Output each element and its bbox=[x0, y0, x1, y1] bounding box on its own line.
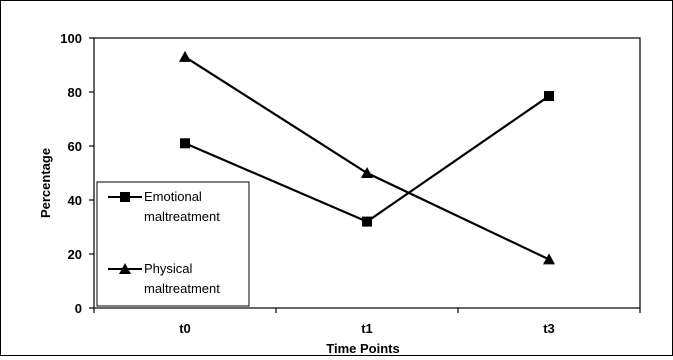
legend-box bbox=[96, 181, 250, 307]
data-point-physical bbox=[543, 253, 555, 265]
series-layer bbox=[179, 50, 555, 265]
x-axis-title: Time Points bbox=[326, 341, 399, 355]
legend-marker-physical bbox=[119, 263, 131, 274]
y-tick-label: 100 bbox=[60, 31, 82, 46]
legend: Emotional maltreatment Physical maltreatmen… bbox=[96, 181, 250, 307]
data-point-emotional bbox=[544, 91, 554, 102]
x-tick-label: t0 bbox=[179, 321, 191, 336]
legend-label-physical: Physical maltreatment bbox=[144, 261, 220, 296]
y-axis-ticks: 0 20 40 60 80 100 bbox=[60, 31, 94, 316]
y-tick-label: 40 bbox=[68, 193, 82, 208]
x-tick-label: t1 bbox=[361, 321, 373, 336]
y-tick-label: 0 bbox=[75, 301, 82, 316]
data-point-physical bbox=[179, 50, 191, 62]
x-tick-label: t3 bbox=[543, 321, 555, 336]
data-point-emotional bbox=[362, 216, 372, 227]
y-tick-label: 60 bbox=[68, 139, 82, 154]
legend-label-emotional: Emotional maltreatment bbox=[144, 189, 220, 224]
x-axis-ticks: t0 t1 t3 bbox=[93, 308, 641, 336]
y-axis-title: Percentage bbox=[38, 148, 53, 218]
legend-marker-emotional bbox=[120, 192, 130, 202]
data-point-emotional bbox=[180, 138, 190, 149]
data-point-physical bbox=[361, 167, 373, 178]
y-tick-label: 20 bbox=[68, 247, 82, 262]
y-tick-label: 80 bbox=[68, 85, 82, 100]
